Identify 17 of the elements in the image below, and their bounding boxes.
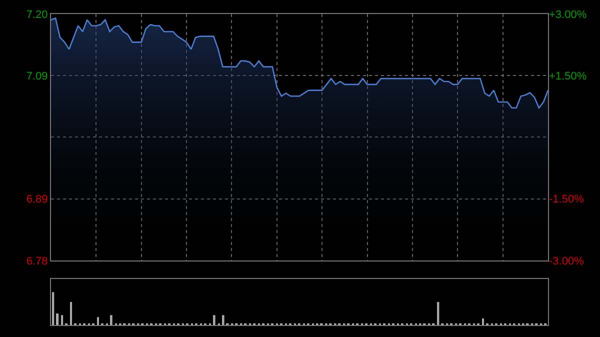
bar (70, 302, 72, 325)
y2-tick-label: -3.00% (549, 255, 584, 268)
bar (482, 318, 484, 325)
bar (437, 302, 440, 325)
y-tick-label: 7.20 (26, 8, 48, 21)
bar (52, 292, 54, 325)
y-tick-label: 7.09 (26, 70, 48, 82)
y-tick-label: 6.89 (26, 194, 48, 206)
y2-tick-label: -1.50% (549, 194, 584, 206)
bar (213, 315, 216, 325)
y2-tick-label: +1.50% (549, 70, 587, 82)
bar (56, 313, 59, 325)
bar (61, 315, 64, 325)
bar (97, 317, 99, 325)
bar (110, 315, 112, 325)
y2-tick-label: +3.00% (549, 8, 587, 21)
y-tick-label: 6.78 (26, 255, 48, 268)
